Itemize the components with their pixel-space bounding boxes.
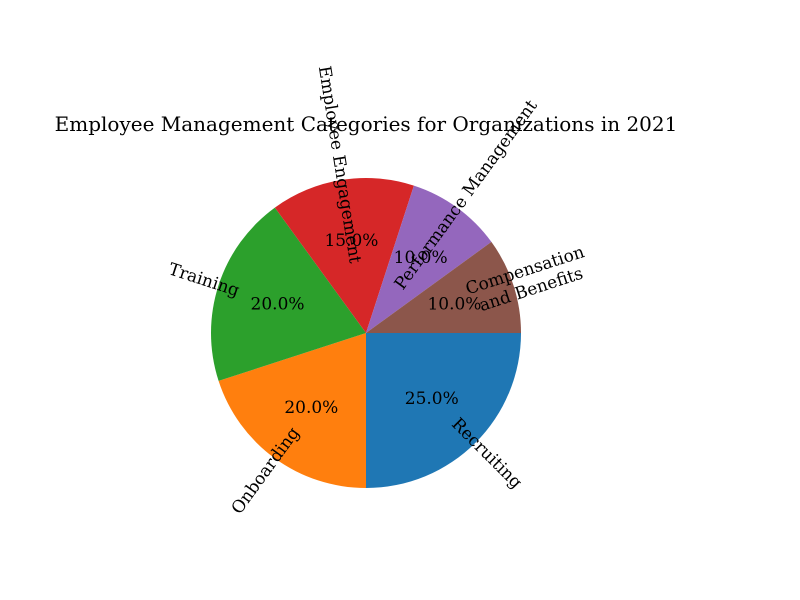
- percent-label-recruiting: 25.0%: [405, 389, 459, 409]
- pie-slice-training: [210, 207, 366, 381]
- percent-label-training: 20.0%: [251, 294, 305, 314]
- chart-title: Employee Management Categories for Organ…: [55, 112, 678, 136]
- pie-slice-compensation-and-benefits: [366, 241, 521, 333]
- pie-slice-recruiting: [366, 333, 521, 488]
- percent-label-onboarding: 20.0%: [284, 398, 338, 418]
- pie-slice-onboarding: [218, 333, 366, 488]
- percent-label-compensation-and-benefits: 10.0%: [427, 294, 481, 314]
- pie-slice-employee-engagement: [274, 177, 414, 333]
- percent-labels: 25.0% 20.0% 20.0% 15.0% 10.0% 10.0%: [251, 231, 482, 418]
- pie-slice-performance-management: [366, 185, 492, 333]
- percent-label-employee-engagement: 15.0%: [324, 231, 378, 251]
- pie-slices: [210, 177, 521, 488]
- percent-label-performance-management: 10.0%: [394, 248, 448, 268]
